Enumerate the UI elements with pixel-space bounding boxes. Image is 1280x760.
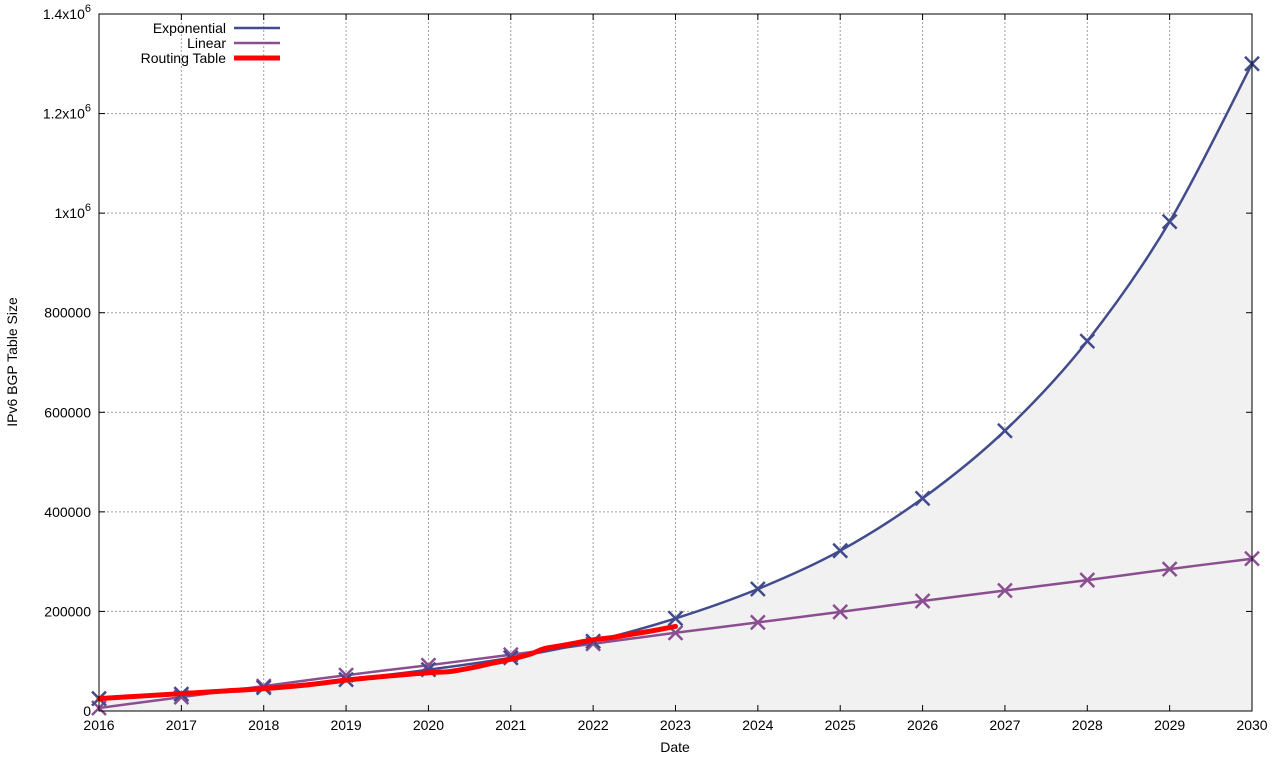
- y-tick-label: 0: [83, 703, 91, 719]
- exponential-fill-area: [99, 63, 1252, 712]
- data-point-exponential: [1161, 213, 1178, 230]
- y-tick-exponent: 6: [85, 202, 91, 214]
- x-axis-title: Date: [660, 739, 690, 755]
- x-tick-label: 2022: [578, 717, 609, 733]
- y-tick-label: 1.4x106: [43, 3, 91, 22]
- y-axis-title: IPv6 BGP Table Size: [4, 297, 20, 427]
- legend-entry-exponential: Exponential: [153, 20, 280, 36]
- data-point-exponential: [1079, 333, 1096, 349]
- y-tick-label: 600000: [44, 404, 91, 420]
- x-tick-label: 2026: [907, 717, 938, 733]
- x-tick-label: 2021: [495, 717, 526, 733]
- legend-entry-linear: Linear: [187, 35, 280, 51]
- series-layer: [91, 55, 1260, 716]
- data-point-linear: [1079, 572, 1096, 588]
- y-tick-exponent: 6: [85, 3, 91, 15]
- y-tick-label: 1x106: [55, 202, 91, 221]
- x-tick-label: 2025: [825, 717, 856, 733]
- legend-label: Linear: [187, 35, 226, 51]
- axis-ticks: 2016 2017 2018 2019 2020 2021 2022 2023 2024 2025…: [43, 3, 1268, 733]
- x-tick-label: 2016: [83, 717, 114, 733]
- data-point-exponential: [914, 490, 931, 507]
- x-tick-label: 2018: [248, 717, 279, 733]
- data-point-linear: [832, 604, 849, 620]
- x-tick-label: 2017: [166, 717, 197, 733]
- data-point-linear: [997, 582, 1013, 599]
- data-point-exponential: [749, 581, 766, 597]
- y-tick-label: 200000: [44, 603, 91, 619]
- y-tick-label: 1.2x106: [43, 103, 91, 122]
- legend-label: Routing Table: [141, 50, 227, 66]
- y-tick-exponent: 6: [85, 103, 91, 115]
- x-tick-label: 2029: [1154, 717, 1185, 733]
- x-tick-label: 2027: [989, 717, 1020, 733]
- data-point-exponential: [997, 422, 1013, 439]
- series-line-routing-table: [96, 623, 678, 702]
- x-tick-label: 2019: [330, 717, 361, 733]
- data-point-linear: [749, 614, 766, 631]
- legend-label: Exponential: [153, 20, 226, 36]
- x-tick-label: 2023: [660, 717, 691, 733]
- data-point-exponential: [832, 542, 849, 559]
- x-tick-label: 2020: [413, 717, 444, 733]
- data-point-linear: [914, 593, 931, 609]
- legend-entry-routing-table: Routing Table: [141, 50, 280, 66]
- x-tick-label: 2030: [1236, 717, 1267, 733]
- data-point-exponential: [667, 610, 684, 627]
- x-tick-label: 2028: [1072, 717, 1103, 733]
- y-tick-label: 400000: [44, 504, 91, 520]
- data-point-linear: [1161, 561, 1178, 577]
- x-tick-label: 2024: [742, 717, 773, 733]
- y-tick-label: 800000: [44, 305, 91, 321]
